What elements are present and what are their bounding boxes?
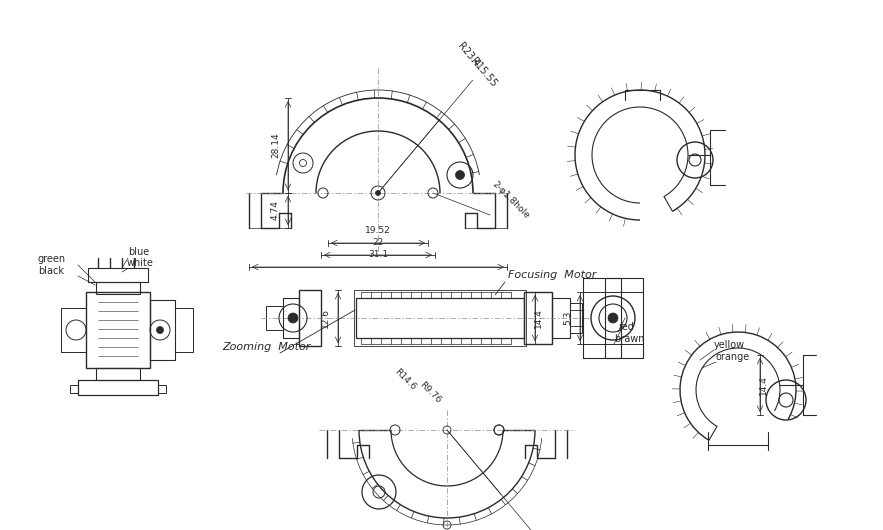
Text: red: red <box>618 322 634 332</box>
Text: 31.1: 31.1 <box>368 250 388 259</box>
Bar <box>86 292 150 368</box>
Text: 28.14: 28.14 <box>271 132 280 158</box>
Bar <box>524 292 552 344</box>
Bar <box>283 298 299 338</box>
Bar <box>570 303 582 333</box>
Text: 2-φ1.8hole: 2-φ1.8hole <box>490 179 531 220</box>
Bar <box>354 290 526 346</box>
Text: orange: orange <box>716 352 751 362</box>
Bar <box>605 278 621 358</box>
Text: 22: 22 <box>373 238 383 247</box>
Circle shape <box>288 313 298 323</box>
Text: 19.52: 19.52 <box>366 226 391 235</box>
Text: Focusing  Motor: Focusing Motor <box>508 270 596 280</box>
Bar <box>299 290 321 346</box>
Text: 5.3: 5.3 <box>563 311 572 325</box>
Text: 14.4: 14.4 <box>534 308 543 328</box>
Bar <box>158 385 166 393</box>
Bar <box>552 298 570 338</box>
Circle shape <box>156 326 163 333</box>
Circle shape <box>375 190 381 196</box>
Bar <box>88 268 148 282</box>
Text: brawn: brawn <box>614 334 645 344</box>
Text: green: green <box>38 254 66 264</box>
Text: blue: blue <box>128 247 149 257</box>
Circle shape <box>608 313 618 323</box>
Bar <box>96 282 140 294</box>
Circle shape <box>456 171 464 180</box>
Text: R23.4: R23.4 <box>455 41 481 69</box>
Text: R15.55: R15.55 <box>468 56 498 89</box>
Text: Zooming  Motor: Zooming Motor <box>222 342 311 352</box>
Text: 4.74: 4.74 <box>271 200 280 220</box>
Text: white: white <box>127 258 154 268</box>
Text: black: black <box>38 266 64 276</box>
Bar <box>70 385 78 393</box>
Text: 14.4: 14.4 <box>759 375 768 395</box>
Bar <box>266 306 283 330</box>
Text: 12.6: 12.6 <box>321 308 330 328</box>
Bar <box>96 368 140 380</box>
Bar <box>356 298 524 338</box>
Text: R9.76: R9.76 <box>418 380 443 405</box>
Text: yellow: yellow <box>714 340 745 350</box>
Text: R14.6: R14.6 <box>393 367 418 392</box>
Bar <box>61 308 86 352</box>
Bar <box>175 308 193 352</box>
Bar <box>78 380 158 395</box>
Bar <box>150 300 175 360</box>
